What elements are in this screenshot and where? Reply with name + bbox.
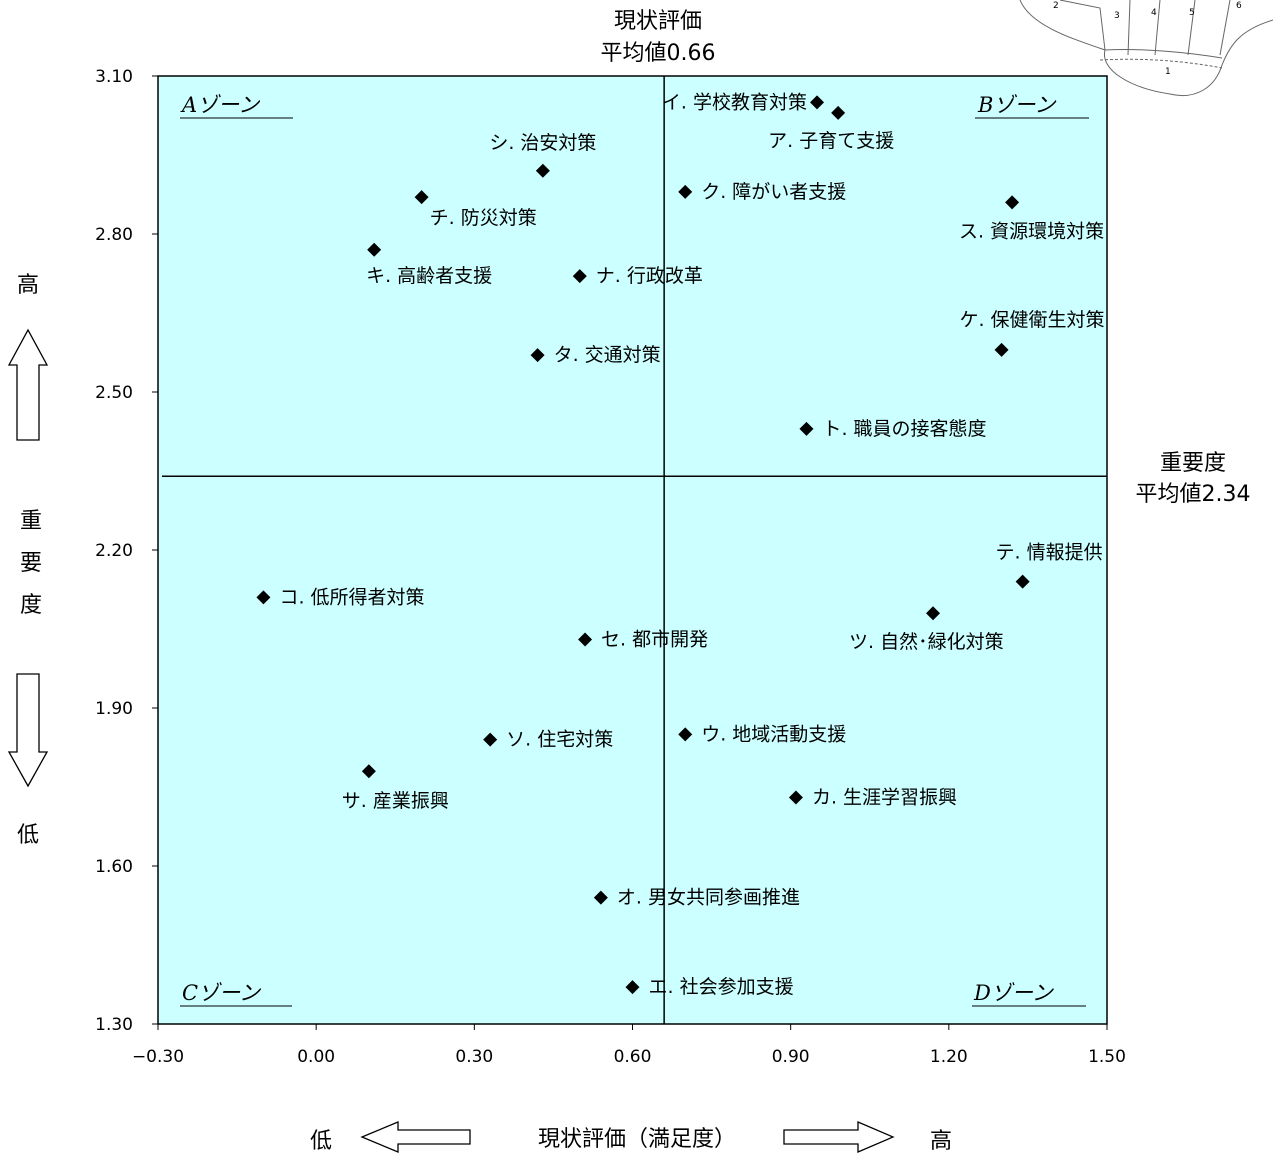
data-point-label: ス. 資源環境対策 — [959, 220, 1104, 242]
y-label-char: 要 — [20, 551, 42, 576]
plot-area — [157, 75, 1108, 1025]
arrow-down-icon — [7, 673, 49, 788]
data-point-marker — [831, 105, 846, 120]
data-point-label: ナ. 行政改革 — [596, 265, 703, 287]
data-point-label: ソ. 住宅対策 — [506, 729, 613, 751]
data-point-marker — [367, 242, 382, 257]
y-tick-label: 2.50 — [95, 383, 133, 403]
data-point-label: オ. 男女共同参画推進 — [617, 887, 800, 909]
x-tick-label: 0.00 — [297, 1047, 335, 1067]
y-axis-ticks: 1.30 1.60 1.90 2.20 2.50 2.80 3.10 — [95, 67, 158, 1035]
data-point-marker — [1005, 195, 1020, 210]
y-tick-label: 1.60 — [95, 857, 133, 877]
y-mean-label-value: 平均値2.34 — [1136, 482, 1251, 507]
y-mean-label-title: 重要度 — [1160, 451, 1226, 476]
data-point-marker — [535, 163, 550, 178]
data-point-label: テ. 情報提供 — [996, 542, 1103, 564]
y-high-label: 高 — [17, 273, 39, 298]
x-tick-label: 0.60 — [614, 1047, 652, 1067]
data-point-marker — [994, 342, 1009, 357]
x-high-label: 高 — [930, 1129, 952, 1153]
data-point-marker — [593, 890, 608, 905]
data-point-marker — [530, 348, 545, 363]
data-point-marker — [678, 184, 693, 199]
data-point-label: シ. 治安対策 — [489, 132, 596, 154]
x-tick-label: −0.30 — [132, 1047, 184, 1067]
zone-c-label: Cゾーン — [182, 981, 261, 1005]
y-label-char: 重 — [20, 509, 42, 534]
data-point-label: サ. 産業振興 — [342, 790, 449, 812]
data-point-label: タ. 交通対策 — [554, 344, 661, 366]
data-point-label: ウ. 地域活動支援 — [701, 723, 846, 745]
data-point-label: ト. 職員の接客態度 — [822, 418, 986, 440]
x-tick-label: 0.30 — [455, 1047, 493, 1067]
data-point-marker — [361, 764, 376, 779]
y-tick-label: 1.30 — [95, 1015, 133, 1035]
data-point-label: ア. 子育て支援 — [768, 130, 894, 152]
arrow-right-icon — [783, 1121, 895, 1153]
x-mean-label-value: 平均値0.66 — [601, 41, 716, 66]
x-mean-label-title: 現状評価 — [614, 9, 702, 34]
map-number: 5 — [1189, 8, 1195, 18]
data-point-marker — [578, 632, 593, 647]
map-number: 3 — [1114, 11, 1120, 21]
data-point-marker — [678, 727, 693, 742]
y-label-char: 度 — [20, 593, 42, 618]
data-point-marker — [1015, 574, 1030, 589]
x-axis-label: 現状評価（満足度） — [538, 1127, 736, 1152]
data-point-marker — [414, 190, 429, 205]
data-point-marker — [926, 606, 941, 621]
data-point-label: カ. 生涯学習振興 — [812, 787, 957, 809]
data-point-label: チ. 防災対策 — [430, 207, 537, 229]
data-point-marker — [572, 269, 587, 284]
map-number: 2 — [1053, 1, 1059, 11]
y-low-label: 低 — [17, 823, 39, 848]
data-point-label: ツ. 自然･緑化対策 — [849, 631, 1004, 653]
x-low-label: 低 — [310, 1129, 332, 1153]
zone-b-label: Bゾーン — [977, 93, 1056, 117]
y-tick-label: 3.10 — [95, 67, 133, 87]
data-point-marker — [625, 980, 640, 995]
data-point-label: コ. 低所得者対策 — [279, 586, 424, 608]
data-point-label: キ. 高齢者支援 — [366, 265, 492, 287]
data-point-marker — [256, 590, 271, 605]
data-point-marker — [788, 790, 803, 805]
y-tick-label: 2.20 — [95, 541, 133, 561]
arrow-left-icon — [360, 1121, 471, 1153]
arrow-up-icon — [7, 328, 49, 441]
data-point-label: セ. 都市開発 — [601, 629, 708, 651]
data-point-label: ク. 障がい者支援 — [701, 181, 846, 203]
y-tick-label: 1.90 — [95, 699, 133, 719]
data-point-marker — [799, 421, 814, 436]
data-point-marker — [483, 732, 498, 747]
zone-a-label: Aゾーン — [180, 93, 260, 117]
data-point-marker — [810, 95, 825, 110]
data-point-label: ケ. 保健衛生対策 — [959, 309, 1104, 331]
map-number: 1 — [1165, 67, 1171, 77]
y-tick-label: 2.80 — [95, 225, 133, 245]
zone-d-label: Dゾーン — [973, 981, 1054, 1005]
data-point-label: エ. 社会参加支援 — [649, 976, 794, 998]
data-point-label: イ. 学校教育対策 — [662, 91, 807, 113]
district-map: 2 3 4 5 6 1 — [1019, 0, 1273, 96]
x-tick-label: 1.20 — [930, 1047, 968, 1067]
x-tick-label: 0.90 — [772, 1047, 810, 1067]
x-tick-label: 1.50 — [1088, 1047, 1126, 1067]
map-number: 4 — [1151, 8, 1157, 18]
map-number: 6 — [1236, 1, 1242, 11]
x-axis-ticks: −0.30 0.00 0.30 0.60 0.90 1.20 1.50 — [132, 1024, 1126, 1067]
